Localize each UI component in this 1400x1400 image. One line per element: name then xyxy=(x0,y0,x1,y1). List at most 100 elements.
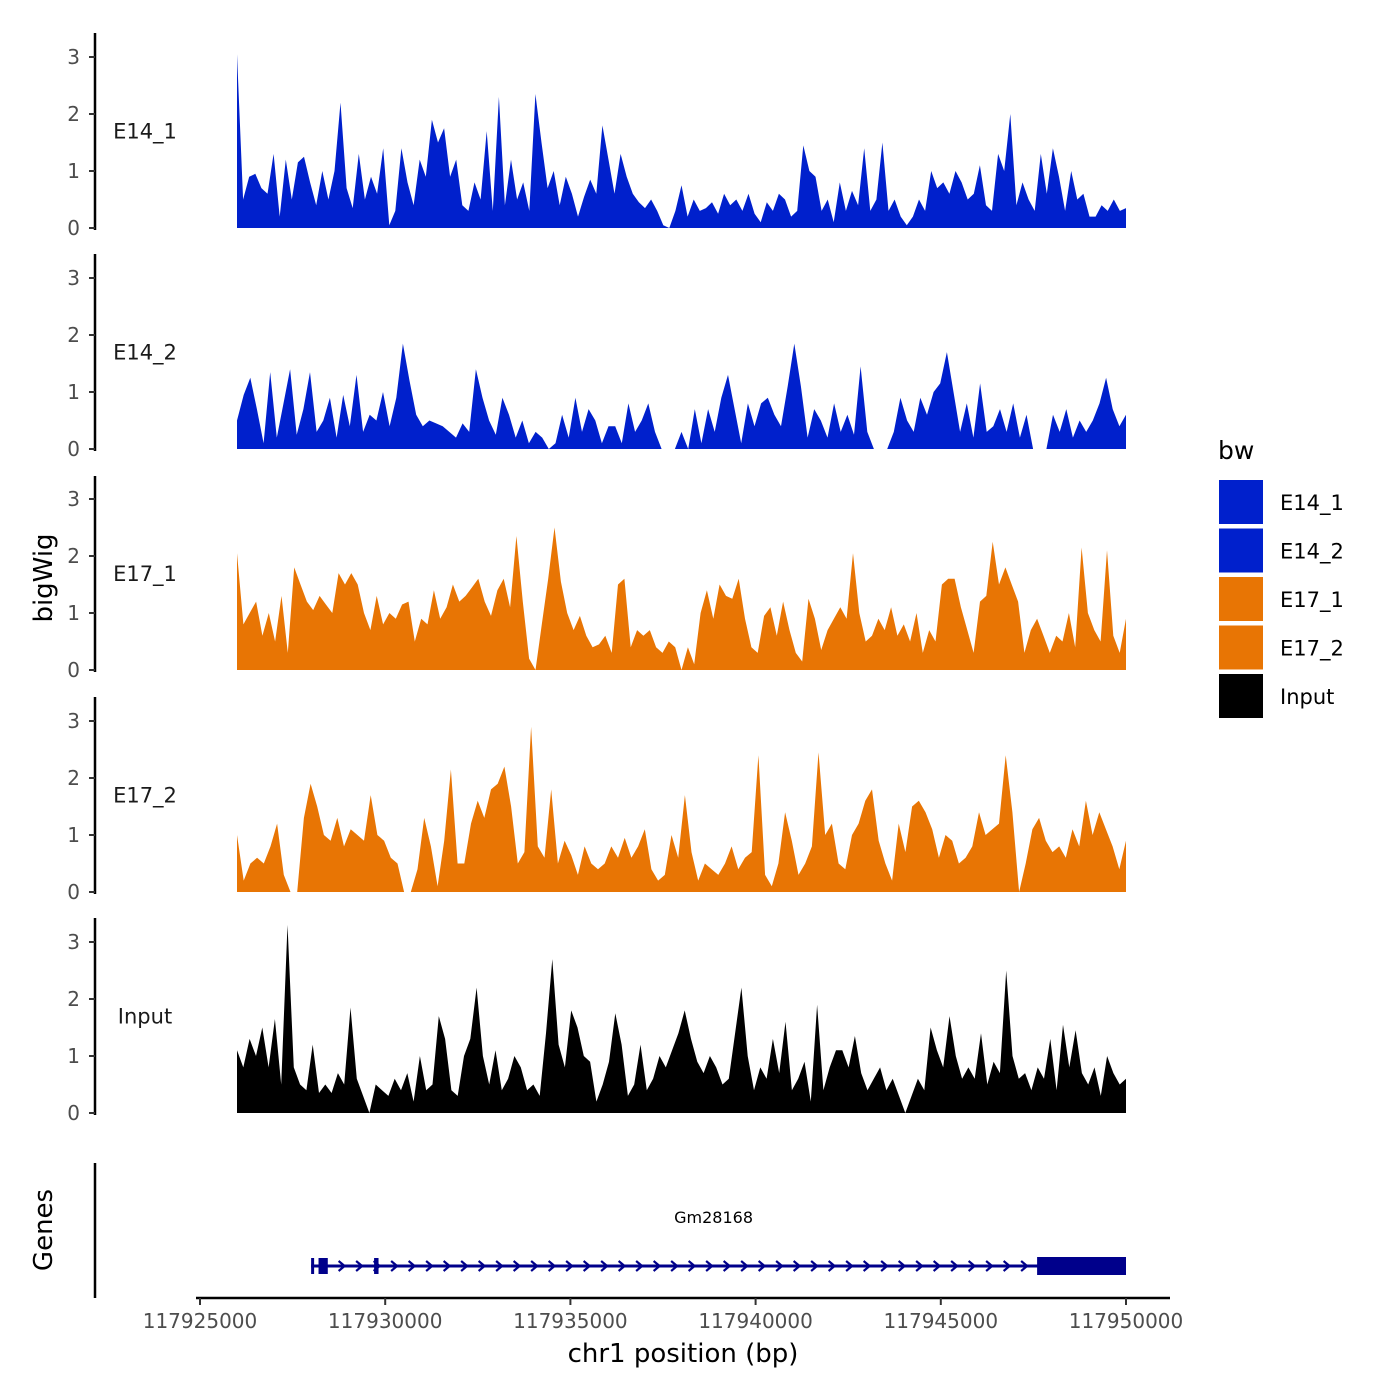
y-tick-label: 2 xyxy=(67,987,80,1011)
gene-panel: Genes Gm28168 xyxy=(29,1163,1126,1298)
gene-exon xyxy=(311,1258,315,1274)
signal-area-input xyxy=(237,924,1126,1113)
strand-arrow xyxy=(390,1260,399,1272)
track-label: E14_2 xyxy=(113,341,177,366)
y-tick-label: 3 xyxy=(67,45,80,69)
strand-arrow xyxy=(950,1260,959,1272)
track-e17_2: 0 1 2 3 E17_2 xyxy=(67,697,1126,904)
strand-arrow xyxy=(582,1260,592,1272)
strand-arrow xyxy=(1020,1260,1029,1272)
track-e14_2: 0 1 2 3 E14_2 xyxy=(67,254,1126,461)
strand-arrow xyxy=(530,1260,539,1272)
strand-arrow xyxy=(827,1260,837,1272)
legend-label: E14_1 xyxy=(1280,491,1344,516)
strand-arrow xyxy=(635,1260,644,1272)
strand-arrow xyxy=(792,1260,802,1272)
track-label: Input xyxy=(118,1005,172,1029)
legend-item-e14_1: E14_1 xyxy=(1219,480,1344,524)
strand-arrow xyxy=(600,1260,609,1272)
gene-exon xyxy=(374,1258,379,1274)
y-tick-label: 0 xyxy=(67,658,80,682)
strand-arrow xyxy=(967,1260,977,1272)
legend-swatch xyxy=(1219,480,1263,524)
strand-arrow xyxy=(565,1260,574,1272)
strand-arrow xyxy=(355,1260,364,1272)
strand-arrow xyxy=(1002,1260,1012,1272)
strand-arrow xyxy=(705,1260,714,1272)
legend-label: E17_2 xyxy=(1280,637,1344,662)
y-tick-label: 0 xyxy=(67,1101,80,1125)
y-tick-label: 0 xyxy=(67,437,80,461)
signal-area-e14_2 xyxy=(1046,377,1126,449)
x-tick-label: 117940000 xyxy=(698,1309,813,1333)
legend-item-input: Input xyxy=(1219,674,1334,718)
strand-arrow xyxy=(932,1260,942,1272)
x-tick-label: 117945000 xyxy=(884,1309,999,1333)
legend-item-e14_2: E14_2 xyxy=(1219,528,1344,573)
strand-arrow xyxy=(775,1260,784,1272)
strand-arrow xyxy=(425,1260,434,1272)
legend-swatch xyxy=(1219,625,1263,670)
track-label: E14_1 xyxy=(113,120,177,145)
strand-arrow xyxy=(407,1260,417,1272)
y-tick-label: 0 xyxy=(67,880,80,904)
strand-arrow xyxy=(512,1260,522,1272)
strand-arrow xyxy=(740,1260,749,1272)
x-ticks: 117925000 117930000 117935000 117940000 1179… xyxy=(143,1298,1184,1333)
strand-arrow xyxy=(915,1260,924,1272)
strand-arrow xyxy=(687,1260,697,1272)
y-tick-label: 3 xyxy=(67,266,80,290)
y-tick-label: 3 xyxy=(67,930,80,954)
strand-arrow xyxy=(722,1260,732,1272)
y-tick-label: 3 xyxy=(67,487,80,511)
track-label: E17_1 xyxy=(113,562,177,587)
y-tick-label: 1 xyxy=(67,601,80,625)
gene-gm28168: Gm28168 xyxy=(311,1208,1126,1275)
legend-swatch xyxy=(1219,674,1263,718)
strand-arrow xyxy=(880,1260,889,1272)
strand-arrow xyxy=(337,1260,347,1272)
signal-area-e14_2 xyxy=(237,343,662,449)
y-tick-label: 1 xyxy=(67,823,80,847)
y-tick-label: 2 xyxy=(67,766,80,790)
strand-arrow xyxy=(617,1260,627,1272)
y-tick-label: 2 xyxy=(67,323,80,347)
strand-arrow xyxy=(985,1260,994,1272)
x-axis: 117925000 117930000 117935000 117940000 1179… xyxy=(143,1296,1184,1369)
signal-area-e17_1 xyxy=(237,527,1126,670)
signal-area-e14_2 xyxy=(674,343,874,449)
legend-label: Input xyxy=(1280,685,1334,709)
legend-items: E14_1 E14_2 E17_1 E17_2 Input xyxy=(1219,480,1344,718)
legend-label: E17_1 xyxy=(1280,588,1344,613)
strand-arrow xyxy=(810,1260,819,1272)
y-tick-label: 2 xyxy=(67,544,80,568)
legend-label: E14_2 xyxy=(1280,540,1344,565)
track-label: E17_2 xyxy=(113,784,177,809)
strand-arrow xyxy=(495,1260,504,1272)
strand-arrow xyxy=(845,1260,854,1272)
signal-area-e17_2 xyxy=(237,726,1126,892)
gene-exon xyxy=(318,1258,328,1274)
strand-arrow xyxy=(757,1260,767,1272)
legend: bw E14_1 E14_2 E17_1 E17_2 Input xyxy=(1218,436,1344,718)
y-tick-label: 1 xyxy=(67,380,80,404)
strand-arrow xyxy=(460,1260,469,1272)
legend-swatch xyxy=(1219,528,1263,573)
x-tick-label: 117950000 xyxy=(1069,1309,1184,1333)
y-axis-title: bigWig xyxy=(29,533,59,622)
x-tick-label: 117925000 xyxy=(143,1309,258,1333)
strand-arrow xyxy=(547,1260,557,1272)
signal-area-e14_1 xyxy=(237,54,1126,229)
x-tick-label: 117930000 xyxy=(328,1309,443,1333)
x-axis-title: chr1 position (bp) xyxy=(568,1339,799,1369)
legend-item-e17_2: E17_2 xyxy=(1219,625,1344,670)
gene-label: Gm28168 xyxy=(674,1208,753,1227)
strand-arrow xyxy=(897,1260,907,1272)
strand-arrow xyxy=(442,1260,452,1272)
track-input: 0 1 2 3 Input xyxy=(67,918,1126,1125)
strand-arrow xyxy=(862,1260,872,1272)
legend-title: bw xyxy=(1218,436,1254,465)
strand-arrow xyxy=(477,1260,487,1272)
strand-arrow xyxy=(670,1260,679,1272)
